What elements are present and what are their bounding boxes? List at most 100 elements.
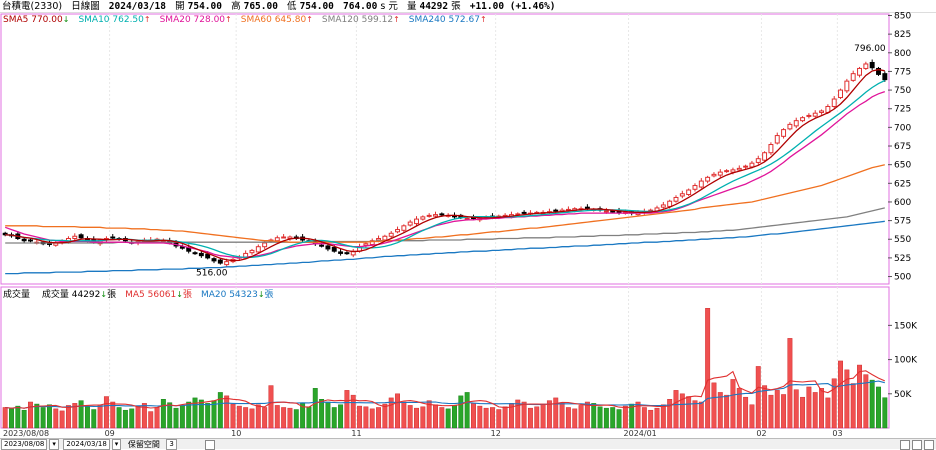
volume-bar [616,409,622,429]
candle [388,232,394,237]
price-y-tick-label: 575 [894,217,911,227]
volume-bar [357,405,363,429]
volume-bar [565,407,571,429]
stock-name: 台積電(2330) [2,1,63,12]
grid [0,13,890,429]
volume-bar [762,385,768,429]
volume-bar [300,403,306,429]
volume-bar [755,366,761,429]
candle [281,236,287,239]
volume-bar [376,407,382,429]
volume-panel [2,308,888,429]
ma-legend-item-sma120: SMA120 599.12↑ [322,14,400,26]
volume-bar [521,401,527,429]
axes: 850 825 800 775 750 725 700 675 650 625 600 575 550 5… [3,11,918,438]
candle [426,214,432,217]
volume-bar [610,407,616,429]
x-axis-month-label: 02 [756,429,766,438]
volume-bar [876,386,881,429]
x-axis-month-label: 10 [231,429,241,438]
volume-bar [306,406,312,429]
volume-bar [698,401,704,429]
volume-bar [198,399,204,429]
bottom-toolbar: 2023/08/08 ▾ 2024/03/18 ▾ 保留空間 3 [0,438,936,450]
price-y-tick-label: 850 [894,11,911,21]
candle [717,171,723,176]
arrow-up-icon: ↑ [225,15,232,24]
volume-legend-item-ma20: MA20 54323↓張 [201,289,274,301]
volume-legend: 成交量 成交量 44292↓張 MA5 56061↓張 MA20 54323↓張 [3,289,283,301]
volume-bar [641,407,647,429]
volume-bar [65,405,71,429]
volume-bar [433,404,438,429]
range-to-select[interactable]: 2024/03/18 [63,439,110,450]
volume-bar [40,407,46,429]
volume-bar [496,409,502,429]
x-axis-month-label: 12 [491,429,501,438]
volume-bar [863,374,869,429]
candle [679,193,685,197]
price-y-tick-label: 600 [894,198,911,208]
volume-bar [654,407,660,429]
volume-bar [122,409,128,429]
volume-bar [15,405,21,429]
volume-bar [869,379,875,429]
volume-bar [768,394,774,429]
volume-bar [274,405,280,429]
candle [205,253,211,259]
price-y-tick-label: 700 [894,123,911,133]
volume-bar [230,403,236,429]
candle [787,123,793,130]
candle [217,259,223,264]
x-axis-month-label: 2024/01 [624,429,657,438]
price-y-tick-label: 550 [894,235,911,245]
volume-bar [692,400,698,429]
volume-legend-text: MA5 56061 [125,290,177,300]
volume-bar [395,393,401,429]
volume-legend-text: MA20 54323 [200,290,258,300]
candle [249,249,255,254]
range-from-select[interactable]: 2023/08/08 [1,439,48,450]
volume-bar [578,405,584,429]
candle [224,261,230,266]
volume-bar [812,392,818,429]
price-y-tick-label: 525 [894,254,911,264]
volume-bar [464,392,470,429]
volume-bar [59,410,65,429]
volume-bar [338,404,344,429]
volume-bar [287,407,293,429]
volume-bar [458,395,464,429]
volume-bar [141,403,147,429]
volume-bar [603,407,609,429]
volume-bar [426,400,432,429]
volume-bar [407,405,413,429]
candle [192,252,198,255]
candle [876,67,881,75]
volume-bar [452,405,457,429]
candle [255,246,261,253]
ma-legend-value: 572.67 [448,15,480,25]
candle [863,63,869,69]
candle [369,240,375,245]
ma-legend-value: 762.50 [112,15,144,25]
candle [414,218,419,225]
volume-unit: 張 [451,1,461,12]
price-annotation: 516.00 [196,269,228,279]
candle [812,112,818,117]
candle [2,232,8,236]
volume-bar [414,407,419,429]
volume-bar [831,378,837,429]
volume-bar [293,409,299,429]
price-y-tick-label: 625 [894,179,911,189]
volume-bar [800,396,806,429]
high-value: 765.00 [243,1,278,12]
volume-bar [249,408,255,429]
price-y-tick-label: 650 [894,161,911,171]
volume-bar [401,401,407,429]
volume-ma20-line [5,380,885,409]
candle [420,216,426,220]
keep-space-input[interactable]: 3 [166,439,177,450]
range-to-dropdown[interactable]: ▾ [111,439,122,450]
range-from-dropdown[interactable]: ▾ [49,439,59,450]
